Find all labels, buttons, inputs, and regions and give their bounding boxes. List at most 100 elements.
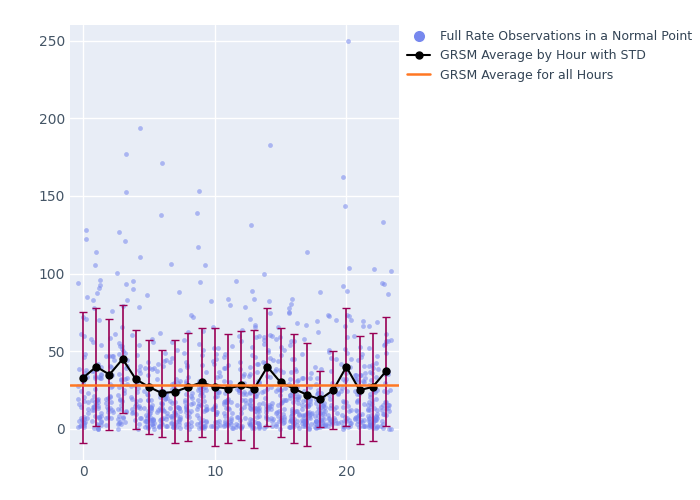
Point [316, 398, 327, 406]
Point [205, 422, 216, 430]
Point [245, 400, 256, 408]
Point [370, 416, 381, 424]
Point [296, 404, 307, 412]
Point [187, 389, 198, 397]
Point [363, 362, 374, 370]
Point [146, 420, 158, 428]
Point [125, 382, 136, 390]
Point [260, 422, 272, 430]
Point [225, 418, 236, 426]
Point [328, 405, 339, 413]
Point [107, 408, 118, 416]
Point [265, 142, 276, 150]
Point [345, 422, 356, 430]
Point [236, 326, 247, 334]
Point [266, 422, 277, 430]
Point [302, 402, 313, 410]
Point [358, 322, 369, 330]
Point [155, 388, 166, 396]
Point [349, 414, 360, 422]
Point [290, 394, 302, 402]
Point [364, 322, 375, 330]
Point [197, 361, 208, 369]
Point [81, 373, 92, 381]
Point [80, 226, 92, 234]
Point [340, 202, 351, 209]
Point [287, 420, 298, 428]
Point [254, 424, 265, 432]
Point [246, 342, 258, 350]
Point [304, 394, 316, 402]
Point [356, 350, 368, 358]
Point [380, 404, 391, 411]
Point [341, 398, 352, 406]
Point [341, 311, 352, 319]
Point [272, 400, 284, 408]
Point [239, 414, 251, 422]
Point [364, 394, 375, 402]
Point [230, 422, 241, 430]
Point [284, 423, 295, 431]
Point [209, 418, 220, 426]
Point [346, 316, 357, 324]
Point [380, 380, 391, 388]
Point [193, 243, 204, 251]
Point [131, 379, 142, 387]
Point [291, 382, 302, 390]
Point [76, 421, 87, 429]
Point [94, 373, 105, 381]
Point [318, 402, 329, 410]
Point [264, 404, 275, 411]
Point [174, 378, 186, 386]
Point [288, 423, 299, 431]
Point [318, 393, 329, 401]
Point [208, 403, 219, 411]
Point [244, 419, 255, 427]
Point [324, 404, 335, 412]
Point [130, 410, 141, 418]
Point [140, 411, 151, 419]
Point [239, 403, 250, 411]
Point [88, 403, 99, 411]
Point [261, 372, 272, 380]
Point [312, 420, 323, 428]
Point [312, 389, 323, 397]
Point [134, 341, 145, 349]
Point [278, 415, 289, 423]
Point [364, 368, 375, 376]
Point [286, 412, 297, 420]
Point [351, 371, 362, 379]
Point [286, 418, 297, 426]
Point [159, 396, 170, 404]
Point [174, 408, 186, 416]
Point [165, 260, 176, 268]
Point [195, 382, 206, 390]
Point [171, 346, 182, 354]
Point [117, 380, 128, 388]
Point [209, 393, 220, 401]
Point [82, 292, 93, 300]
Point [363, 416, 374, 424]
Point [104, 380, 116, 388]
Point [179, 398, 190, 406]
Point [145, 406, 156, 414]
Point [305, 410, 316, 418]
Point [287, 398, 298, 406]
Point [223, 404, 234, 412]
Point [306, 370, 317, 378]
Point [246, 396, 257, 404]
Point [244, 389, 256, 397]
Point [118, 414, 129, 422]
Point [284, 423, 295, 431]
Point [366, 397, 377, 405]
Point [126, 330, 137, 338]
Point [188, 312, 199, 320]
Point [318, 406, 329, 414]
Point [241, 398, 252, 406]
Point [284, 391, 295, 399]
Point [80, 235, 91, 243]
Point [210, 350, 221, 358]
Point [365, 376, 377, 384]
Point [253, 378, 265, 386]
Point [91, 420, 102, 428]
